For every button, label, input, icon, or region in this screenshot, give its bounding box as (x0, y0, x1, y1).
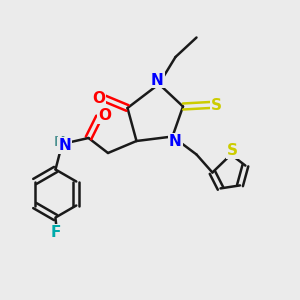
Text: F: F (50, 225, 61, 240)
Text: O: O (98, 108, 111, 123)
Text: S: S (211, 98, 221, 112)
Text: N: N (151, 73, 164, 88)
Text: O: O (92, 91, 106, 106)
Text: N: N (58, 138, 71, 153)
Text: H: H (53, 135, 65, 148)
Text: N: N (169, 134, 182, 148)
Text: S: S (227, 143, 238, 158)
